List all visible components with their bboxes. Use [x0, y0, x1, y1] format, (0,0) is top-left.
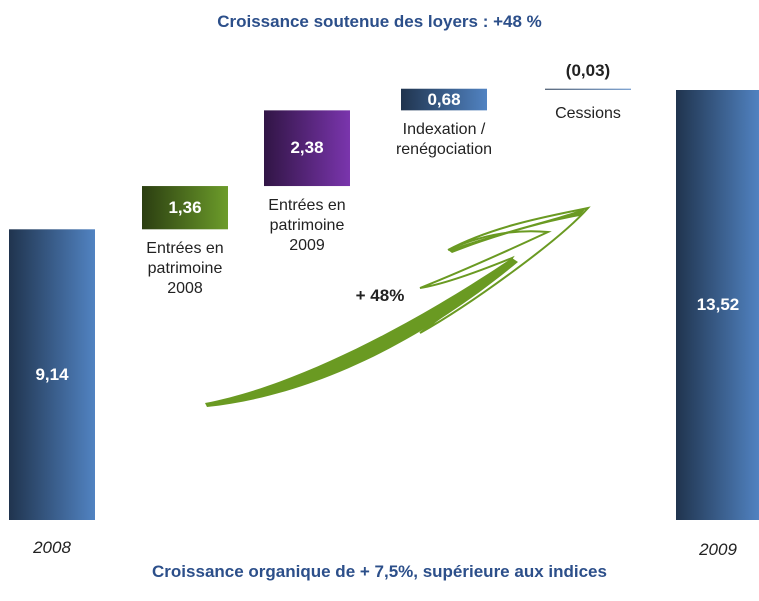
value-label: 0,68 [394, 90, 494, 110]
value-label: 13,52 [668, 295, 759, 315]
annotation: + 48% [330, 286, 430, 306]
chart-title: Croissance soutenue des loyers : +48 % [0, 12, 759, 32]
category-label: Entrées en patrimoine 2009 [252, 196, 362, 256]
category-label: Cessions [533, 104, 643, 124]
value-label: 9,14 [2, 365, 102, 385]
value-label: 2,38 [257, 138, 357, 158]
category-label: Indexation / renégociation [389, 120, 499, 160]
category-label: Entrées en patrimoine 2008 [130, 239, 240, 299]
bar [545, 89, 631, 90]
chart-subtitle: Croissance organique de + 7,5%, supérieu… [0, 562, 759, 582]
page: Croissance soutenue des loyers : +48 % C… [0, 0, 759, 601]
value-label: (0,03) [538, 61, 638, 81]
category-label: 2009 [668, 540, 759, 560]
category-label: 2008 [2, 538, 102, 558]
value-label: 1,36 [135, 198, 235, 218]
